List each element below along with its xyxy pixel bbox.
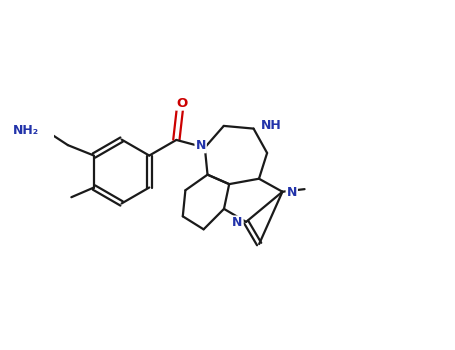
Text: NH₂: NH₂ (13, 124, 39, 137)
Text: N: N (232, 216, 243, 230)
Text: N: N (196, 139, 206, 152)
Text: O: O (176, 97, 187, 110)
Text: N: N (287, 186, 297, 199)
Text: NH: NH (261, 119, 281, 132)
